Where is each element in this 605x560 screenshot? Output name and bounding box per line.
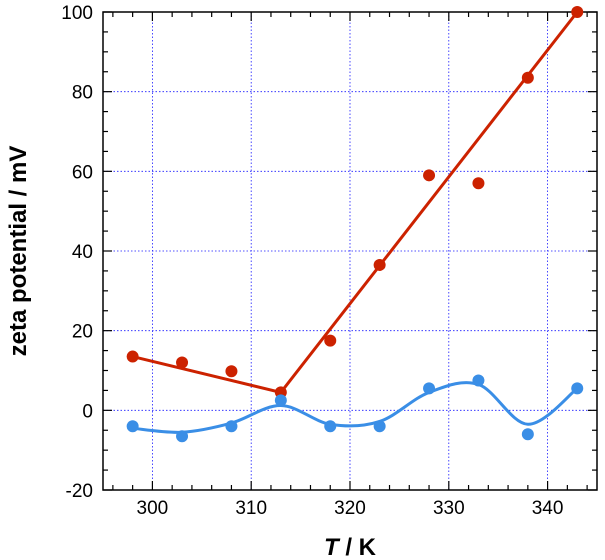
data-point-blue <box>472 374 485 387</box>
data-point-red <box>571 6 584 18</box>
data-point-blue <box>274 394 287 407</box>
y-tick-label: 80 <box>72 83 93 104</box>
data-point-red <box>472 177 485 190</box>
fit-line-red <box>132 355 282 394</box>
data-point-blue <box>423 382 436 395</box>
data-point-blue <box>324 420 337 433</box>
y-tick-label: 20 <box>72 322 93 343</box>
data-point-red <box>521 71 534 84</box>
fit-line-red <box>279 11 579 394</box>
data-point-blue <box>176 430 189 443</box>
x-tick-label: 340 <box>532 498 564 519</box>
data-point-blue <box>373 420 386 433</box>
x-axis-unit: / K <box>339 534 377 560</box>
x-tick-label: 310 <box>235 498 267 519</box>
data-point-blue <box>225 420 238 433</box>
y-tick-label: 40 <box>72 242 93 263</box>
data-point-blue <box>126 420 139 433</box>
data-point-red <box>373 258 386 271</box>
data-point-red <box>176 356 189 369</box>
axis-ticks: 300 310 320 330 340 -20 0 20 40 60 80 100 <box>61 3 597 519</box>
y-tick-label: -20 <box>66 481 93 502</box>
x-axis-label: T / K <box>324 534 377 560</box>
fit-curve-blue <box>132 381 579 434</box>
data-point-blue <box>521 428 534 441</box>
fit-lines <box>132 11 579 434</box>
y-tick-label: 60 <box>72 162 93 183</box>
x-tick-label: 330 <box>433 498 465 519</box>
data-point-red <box>126 350 139 363</box>
data-point-red <box>324 334 337 347</box>
x-tick-label: 320 <box>334 498 366 519</box>
y-tick-label: 0 <box>82 401 93 422</box>
x-tick-label: 300 <box>137 498 169 519</box>
data-point-blue <box>571 382 584 395</box>
data-point-red <box>225 365 238 378</box>
grid <box>103 12 597 490</box>
y-axis-label: zeta potential / mV <box>5 146 32 357</box>
data-point-red <box>423 169 436 182</box>
data-points <box>126 6 584 443</box>
y-tick-label: 100 <box>61 3 93 24</box>
x-axis-variable: T <box>324 534 341 560</box>
